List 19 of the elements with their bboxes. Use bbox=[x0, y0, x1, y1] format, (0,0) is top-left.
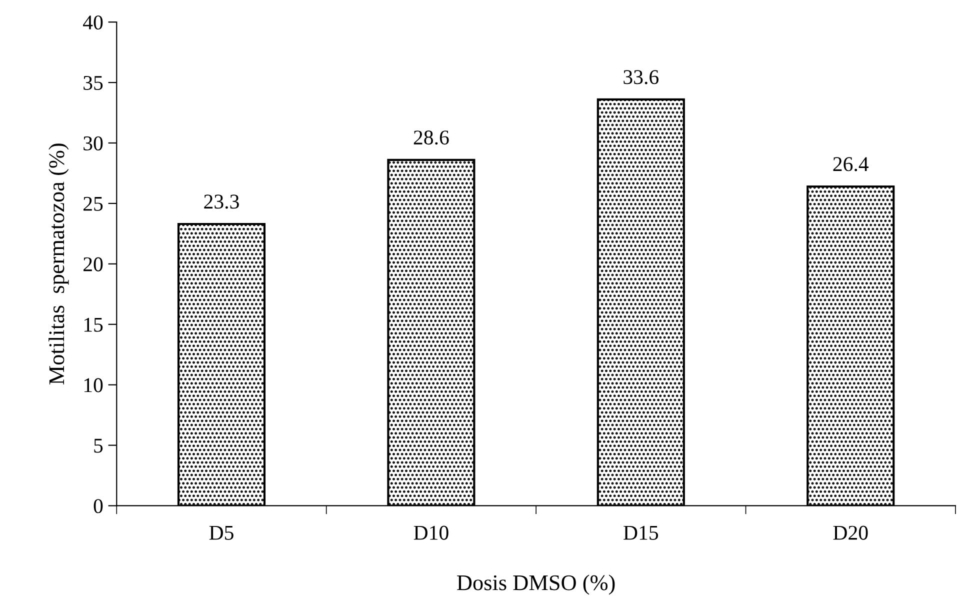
y-tick-label: 30 bbox=[84, 136, 103, 150]
y-tick-label: 15 bbox=[84, 318, 103, 332]
x-tick-label: D15 bbox=[624, 526, 658, 540]
data-label: 28.6 bbox=[414, 130, 449, 145]
x-axis-title: Dosis DMSO (%) bbox=[457, 574, 615, 595]
y-tick-label: 5 bbox=[94, 438, 103, 453]
y-tick-label: 40 bbox=[83, 15, 103, 30]
y-tick-label: 35 bbox=[84, 76, 103, 90]
x-tick-label: D20 bbox=[833, 526, 868, 540]
data-label: 26.4 bbox=[833, 157, 869, 172]
y-tick-label: 25 bbox=[84, 196, 103, 211]
x-tick-label: D10 bbox=[414, 526, 448, 540]
y-axis-title: Motilitas spermatozoa (%) bbox=[48, 144, 69, 385]
y-tick-label: 20 bbox=[84, 257, 103, 272]
data-label: 33.6 bbox=[624, 70, 659, 84]
y-tick-label: 0 bbox=[94, 499, 103, 514]
y-tick-label: 10 bbox=[84, 378, 103, 392]
data-label: 23.3 bbox=[204, 194, 239, 209]
x-tick-label: D5 bbox=[209, 526, 234, 540]
